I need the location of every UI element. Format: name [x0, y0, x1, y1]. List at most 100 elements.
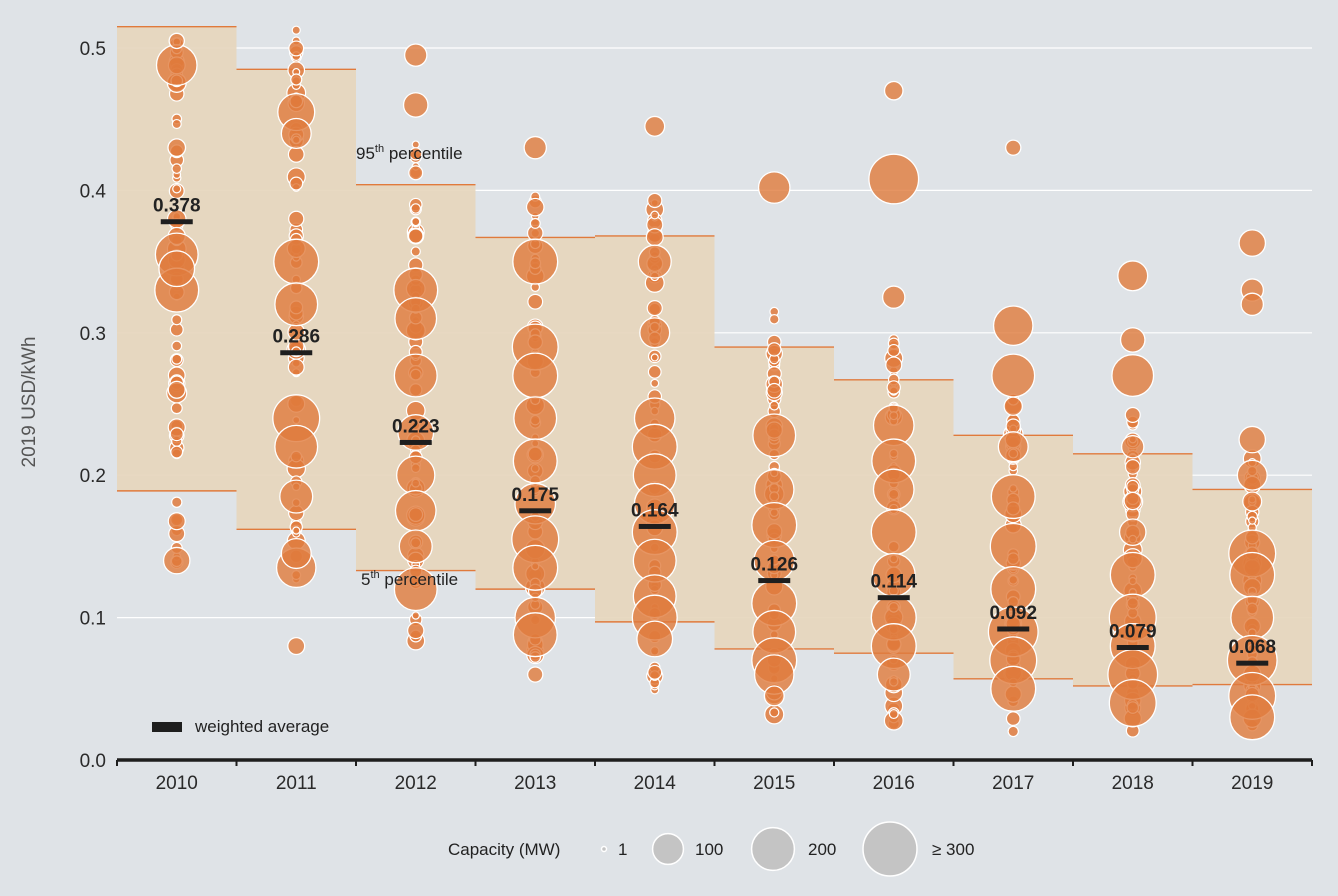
- project-bubble: [410, 203, 422, 214]
- project-bubble: [172, 184, 182, 194]
- weighted-average-bar: [1116, 645, 1149, 651]
- project-bubbles: [154, 25, 1278, 741]
- project-bubble: [647, 664, 663, 680]
- project-bubble: [1240, 292, 1265, 317]
- project-bubble: [769, 707, 780, 718]
- project-bubble: [288, 40, 305, 57]
- weighted-average-bar: [519, 508, 552, 514]
- project-bubble: [527, 666, 544, 683]
- project-bubble: [637, 244, 672, 279]
- weighted-average-bar: [997, 626, 1030, 632]
- axes: 0.0 0.1 0.2 0.3 0.4 0.5 2010 2011 2012 2013 2014 20…: [80, 39, 1313, 794]
- project-bubble: [1005, 139, 1022, 156]
- y-tick-label: 0.1: [80, 609, 106, 630]
- project-bubble: [158, 250, 196, 288]
- project-bubble: [881, 285, 906, 309]
- project-bubble: [1120, 434, 1145, 459]
- project-bubble: [411, 217, 421, 227]
- project-bubble: [883, 80, 904, 101]
- weighted-average-bar: [638, 523, 671, 529]
- project-bubble: [523, 135, 548, 160]
- project-bubble: [279, 479, 314, 514]
- x-tick-label: 2014: [634, 773, 677, 794]
- weighted-average-bar: [280, 350, 313, 356]
- p5-suffix: th: [370, 569, 379, 581]
- weighted-average-label: 0.164: [631, 500, 679, 521]
- project-bubble: [527, 293, 544, 310]
- project-bubble: [287, 358, 305, 376]
- project-bubble: [769, 400, 780, 411]
- project-bubble: [512, 438, 558, 484]
- project-bubble: [870, 509, 917, 556]
- project-bubble: [650, 353, 659, 362]
- project-bubble: [171, 163, 183, 174]
- project-bubble: [169, 427, 184, 442]
- project-bubble: [410, 246, 421, 257]
- project-bubble: [1007, 725, 1019, 738]
- project-bubble: [1109, 551, 1156, 598]
- project-bubble: [396, 455, 436, 495]
- x-tick-label: 2016: [873, 773, 915, 794]
- project-bubble: [1242, 491, 1263, 512]
- project-bubble: [1229, 694, 1276, 741]
- project-bubble: [513, 396, 558, 441]
- project-bubble: [394, 297, 438, 341]
- project-bubble: [1123, 491, 1142, 511]
- project-bubble: [636, 620, 674, 658]
- weighted-average-markers: 0.378 0.286 0.223 0.175 0.164 0.126 0.114 0.092…: [153, 196, 1276, 666]
- legend-size-circle: [750, 826, 796, 872]
- project-bubble: [990, 665, 1037, 712]
- project-bubble: [411, 611, 420, 620]
- project-bubble: [1238, 425, 1267, 454]
- weighted-average-label: 0.175: [511, 485, 559, 506]
- project-bubble: [288, 210, 305, 227]
- y-tick-label: 0.4: [80, 181, 107, 202]
- project-bubble: [1117, 260, 1149, 292]
- weighted-average-bar: [399, 439, 432, 445]
- weighted-average-label: 0.378: [153, 196, 201, 217]
- x-tick-label: 2019: [1231, 773, 1273, 794]
- project-bubble: [1005, 711, 1021, 726]
- weighted-average-label: 0.126: [750, 555, 798, 576]
- weighted-average-swatch: [152, 722, 182, 732]
- project-bubble: [872, 468, 915, 511]
- weighted-average-bar: [758, 578, 791, 584]
- project-bubble: [274, 282, 319, 327]
- weighted-average-label: 0.114: [871, 572, 918, 593]
- p5-annotation: 5th percentile: [361, 569, 458, 589]
- p95-annotation: 95th percentile: [356, 143, 463, 163]
- legend-size-label: 100: [695, 840, 723, 859]
- project-bubble: [645, 228, 664, 247]
- y-tick-label: 0.0: [80, 751, 106, 772]
- project-bubble: [403, 43, 428, 67]
- project-bubble: [1248, 516, 1257, 525]
- project-bubble: [170, 402, 183, 415]
- project-bubble: [1124, 459, 1141, 475]
- project-bubble: [647, 192, 663, 209]
- project-bubble: [171, 496, 183, 508]
- project-bubble: [280, 537, 312, 570]
- project-bubble: [168, 32, 185, 50]
- project-bubble: [650, 210, 660, 220]
- project-bubble: [885, 356, 903, 374]
- project-bubble: [167, 512, 186, 531]
- x-tick-label: 2012: [395, 773, 437, 794]
- y-tick-label: 0.3: [80, 324, 106, 345]
- project-bubble: [1124, 406, 1141, 423]
- project-bubble: [888, 709, 899, 720]
- project-bubble: [289, 176, 304, 191]
- x-tick-label: 2018: [1112, 773, 1154, 794]
- legend-size-circle: [651, 832, 685, 866]
- x-tick-label: 2015: [753, 773, 795, 794]
- project-bubble: [529, 217, 541, 229]
- project-bubble: [1003, 396, 1023, 416]
- legend-size-circle: [862, 821, 918, 877]
- project-bubble: [766, 382, 783, 399]
- project-bubble: [647, 364, 662, 379]
- project-bubble: [398, 529, 433, 564]
- y-tick-label: 0.2: [80, 466, 106, 487]
- project-bubble: [768, 314, 780, 325]
- weighted-average-bar: [877, 595, 910, 601]
- legend-size-label: 200: [808, 840, 836, 859]
